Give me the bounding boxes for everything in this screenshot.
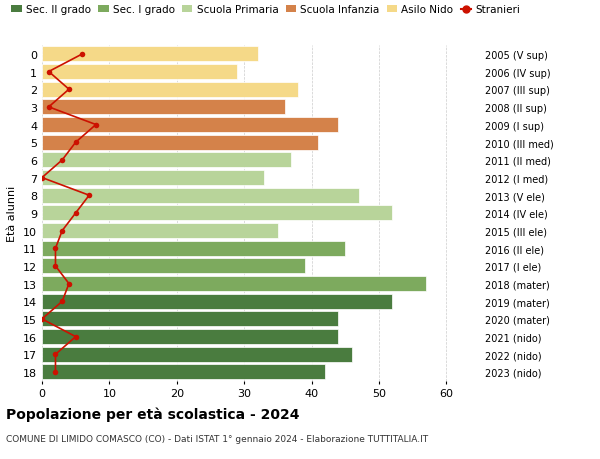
Bar bbox=[42, 171, 265, 185]
Bar bbox=[42, 276, 426, 291]
Bar bbox=[42, 224, 278, 239]
Point bbox=[50, 351, 60, 358]
Legend: Sec. II grado, Sec. I grado, Scuola Primaria, Scuola Infanzia, Asilo Nido, Stran: Sec. II grado, Sec. I grado, Scuola Prim… bbox=[11, 5, 520, 15]
Bar bbox=[42, 188, 359, 203]
Bar bbox=[42, 312, 338, 327]
Point bbox=[44, 104, 53, 111]
Text: COMUNE DI LIMIDO COMASCO (CO) - Dati ISTAT 1° gennaio 2024 - Elaborazione TUTTIT: COMUNE DI LIMIDO COMASCO (CO) - Dati IST… bbox=[6, 434, 428, 443]
Point bbox=[85, 192, 94, 200]
Bar bbox=[42, 206, 392, 221]
Bar bbox=[42, 347, 352, 362]
Point bbox=[64, 86, 74, 94]
Bar bbox=[42, 330, 338, 344]
Point bbox=[44, 69, 53, 76]
Point bbox=[58, 227, 67, 235]
Point bbox=[77, 51, 87, 58]
Bar bbox=[42, 135, 318, 151]
Bar bbox=[42, 118, 338, 133]
Bar bbox=[42, 47, 257, 62]
Bar bbox=[42, 364, 325, 380]
Point bbox=[37, 174, 47, 182]
Point bbox=[37, 316, 47, 323]
Point bbox=[50, 263, 60, 270]
Bar bbox=[42, 241, 345, 256]
Bar bbox=[42, 65, 238, 80]
Point bbox=[71, 210, 80, 217]
Point bbox=[91, 122, 101, 129]
Point bbox=[50, 369, 60, 376]
Bar bbox=[42, 153, 292, 168]
Point bbox=[64, 280, 74, 288]
Point bbox=[71, 333, 80, 341]
Point bbox=[58, 298, 67, 305]
Point bbox=[58, 157, 67, 164]
Bar bbox=[42, 83, 298, 97]
Bar bbox=[42, 294, 392, 309]
Bar bbox=[42, 100, 284, 115]
Y-axis label: Età alunni: Età alunni bbox=[7, 185, 17, 241]
Text: Popolazione per età scolastica - 2024: Popolazione per età scolastica - 2024 bbox=[6, 406, 299, 421]
Point bbox=[71, 139, 80, 146]
Point bbox=[50, 245, 60, 252]
Bar bbox=[42, 259, 305, 274]
